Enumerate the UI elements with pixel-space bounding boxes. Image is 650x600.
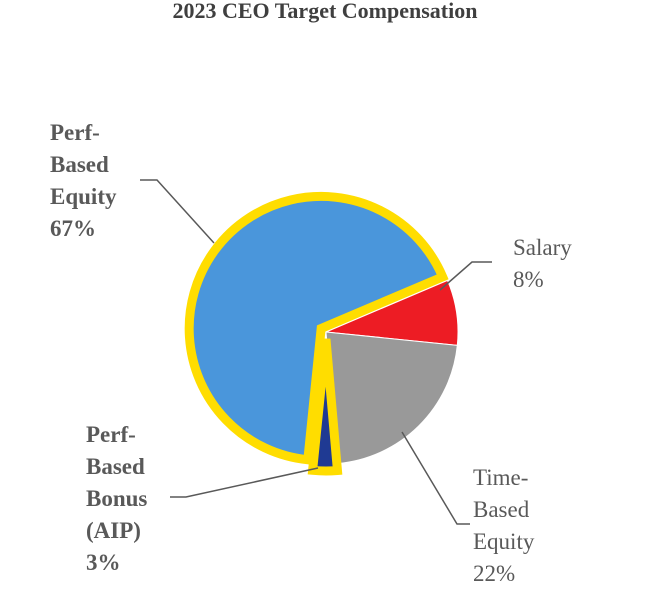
label-line: Salary bbox=[513, 235, 572, 260]
slice-perf-based-equity bbox=[184, 191, 449, 465]
label-line: Equity bbox=[473, 529, 535, 554]
leader-line-perf-based-bonus bbox=[170, 467, 319, 498]
label-line: Perf- bbox=[50, 120, 100, 145]
pie-labels: Salary 8% Time- Based Equity 22% Perf- Based Bon… bbox=[50, 120, 572, 586]
chart-title: 2023 CEO Target Compensation bbox=[173, 0, 478, 23]
leader-line-perf-based-equity bbox=[140, 179, 215, 244]
label-line: 8% bbox=[513, 267, 544, 292]
label-line: Bonus bbox=[86, 486, 147, 511]
label-line: (AIP) bbox=[86, 518, 141, 543]
label-line: Based bbox=[86, 454, 145, 479]
label-line: Based bbox=[50, 152, 109, 177]
slice-time-based-equity bbox=[325, 331, 458, 465]
label-line: Equity bbox=[50, 184, 117, 209]
label-line: Perf- bbox=[86, 422, 136, 447]
leader-line-time-based-equity bbox=[401, 431, 470, 525]
label-perf-based-bonus: Perf- Based Bonus (AIP) 3% bbox=[86, 422, 147, 575]
label-line: 3% bbox=[86, 550, 121, 575]
pie-slices bbox=[184, 191, 459, 476]
label-line: Time- bbox=[473, 465, 528, 490]
label-line: 22% bbox=[473, 561, 515, 586]
label-line: 67% bbox=[50, 216, 96, 241]
slice-perf-based-bonus bbox=[307, 338, 343, 476]
label-perf-based-equity: Perf- Based Equity 67% bbox=[50, 120, 117, 241]
label-line: Based bbox=[473, 497, 530, 522]
label-time-based-equity: Time- Based Equity 22% bbox=[473, 465, 535, 586]
label-salary: Salary 8% bbox=[513, 235, 572, 292]
leader-line-salary bbox=[439, 261, 492, 291]
